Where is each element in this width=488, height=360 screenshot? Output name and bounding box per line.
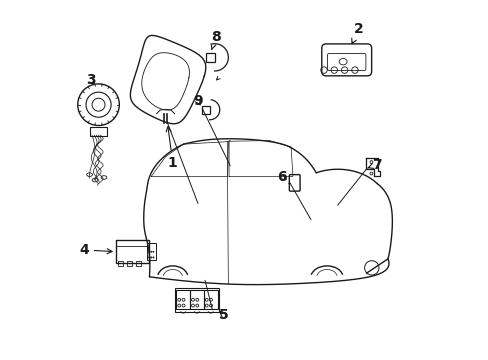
Text: 6: 6	[277, 170, 286, 184]
Circle shape	[150, 257, 152, 258]
Circle shape	[150, 251, 152, 252]
Circle shape	[148, 257, 149, 258]
Circle shape	[152, 251, 154, 252]
Circle shape	[152, 257, 154, 258]
Text: 2: 2	[351, 22, 363, 44]
Text: 9: 9	[193, 94, 203, 108]
Text: 8: 8	[210, 30, 220, 50]
Circle shape	[148, 251, 149, 252]
Text: 4: 4	[79, 243, 112, 257]
Text: 3: 3	[86, 73, 96, 87]
Text: 1: 1	[166, 127, 177, 170]
Text: 5: 5	[219, 308, 228, 322]
Text: 7: 7	[367, 158, 381, 172]
